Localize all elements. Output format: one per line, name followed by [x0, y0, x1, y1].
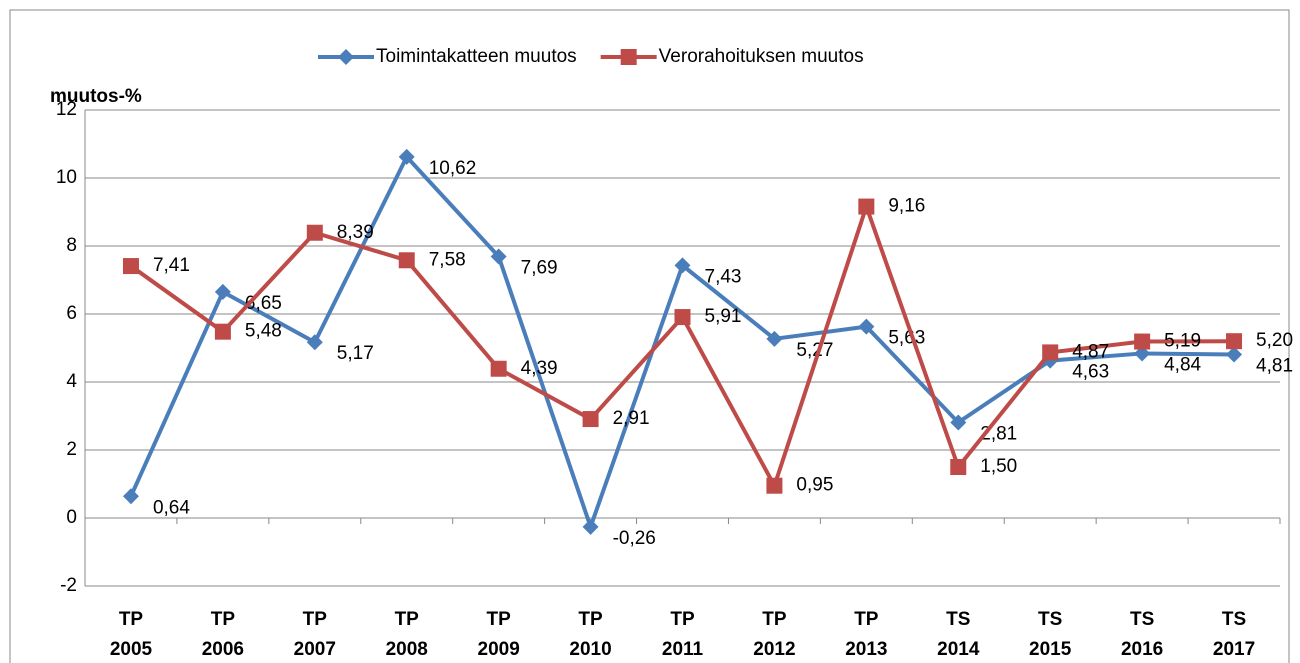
x-tick-label: TP 2008 [386, 609, 428, 660]
data-label: 7,41 [153, 255, 190, 276]
y-tick-label: -2 [60, 575, 77, 596]
data-label: 5,17 [337, 343, 374, 364]
data-label: 4,81 [1256, 355, 1293, 376]
point [306, 334, 323, 351]
data-label: 2,91 [613, 408, 650, 429]
y-tick-label: 2 [66, 439, 77, 460]
data-label: 1,50 [980, 456, 1017, 477]
legend-marker [620, 49, 637, 65]
data-label: 10,62 [429, 158, 477, 179]
x-tick-label: TS 2016 [1121, 609, 1163, 660]
x-tick-label: TP 2011 [662, 609, 704, 660]
x-tick-label: TP 2012 [753, 609, 795, 660]
point [306, 224, 323, 241]
legend-label: Verorahoituksen muutos [659, 46, 864, 67]
data-label: 0,95 [796, 475, 833, 496]
point [1042, 344, 1059, 361]
x-tick-label: TS 2015 [1029, 609, 1072, 660]
y-tick-label: 4 [66, 371, 77, 392]
data-label: -0,26 [613, 528, 656, 549]
point [214, 283, 231, 300]
point [950, 414, 967, 431]
point [214, 323, 231, 340]
x-tick-label: TS 2017 [1213, 609, 1255, 660]
data-label: 7,43 [705, 266, 742, 287]
data-label: 9,16 [888, 196, 925, 217]
point [582, 518, 599, 535]
data-label: 4,39 [521, 358, 558, 379]
y-tick-label: 10 [56, 167, 77, 188]
legend: Toimintakatteen muutos Verorahoituksen mu… [318, 46, 864, 67]
point [490, 360, 507, 377]
data-label: 5,20 [1256, 330, 1293, 351]
point [766, 330, 783, 347]
data-label: 8,39 [337, 222, 374, 243]
point [582, 411, 599, 428]
point [674, 257, 691, 274]
data-label: 4,84 [1164, 354, 1201, 375]
point [490, 248, 507, 265]
data-label: 0,64 [153, 497, 190, 518]
point [950, 459, 967, 475]
data-label: 7,69 [521, 258, 558, 279]
legend-marker [338, 49, 354, 65]
y-tick-label: 12 [56, 99, 77, 120]
data-label: 4,87 [1072, 341, 1109, 362]
x-tick-label: TP 2013 [845, 609, 887, 660]
point [122, 258, 139, 275]
point [398, 252, 415, 269]
point [398, 148, 415, 165]
y-tick-label: 8 [66, 235, 77, 256]
data-label: 5,91 [705, 306, 742, 327]
data-label: 5,19 [1164, 331, 1201, 352]
y-tick-label: 6 [66, 303, 77, 324]
data-label: 7,58 [429, 249, 466, 270]
data-label: 5,27 [796, 340, 833, 361]
point [1134, 333, 1151, 350]
point [1226, 333, 1243, 350]
point [1226, 346, 1243, 363]
x-tick-label: TP 2006 [202, 609, 244, 660]
point [766, 477, 783, 494]
y-tick-label: 0 [66, 507, 77, 528]
x-tick-label: TP 2010 [569, 609, 611, 660]
x-tick-label: TP 2007 [294, 609, 336, 660]
point [674, 309, 691, 326]
data-label: 4,63 [1072, 362, 1109, 383]
x-tick-label: TP 2005 [110, 609, 153, 660]
point [858, 318, 875, 335]
legend-label: Toimintakatteen muutos [376, 46, 577, 67]
data-label: 5,63 [888, 328, 925, 349]
x-tick-label: TS 2014 [937, 609, 980, 660]
point [122, 488, 139, 505]
x-tick-label: TP 2009 [478, 609, 520, 660]
point [858, 198, 875, 215]
data-label: 5,48 [245, 321, 282, 342]
y-axis-label: muutos-% [50, 86, 142, 107]
